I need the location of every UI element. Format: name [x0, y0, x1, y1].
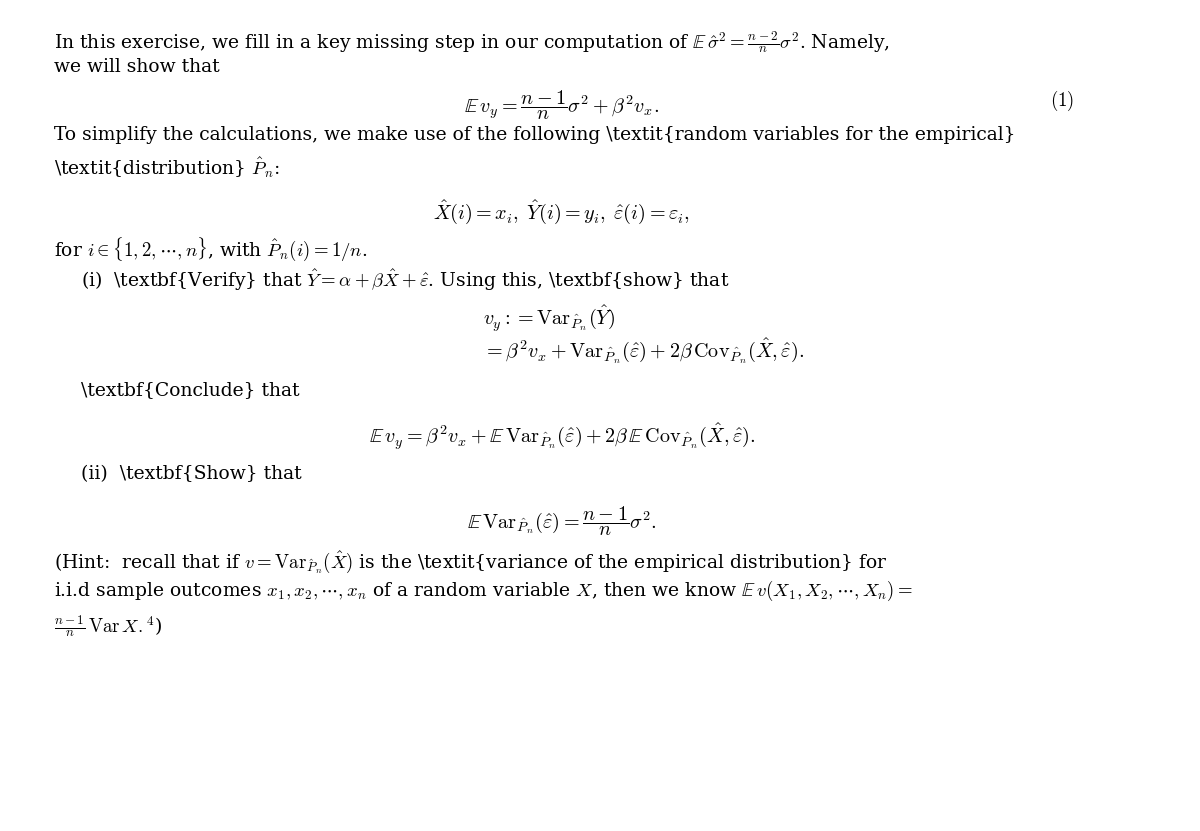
Text: $= \beta^2 v_x + \mathrm{Var}_{\hat{P}_n}(\hat{\varepsilon}) + 2\beta\,\mathrm{C: $= \beta^2 v_x + \mathrm{Var}_{\hat{P}_n… [484, 337, 804, 366]
Text: for $i \in \{1, 2, \cdots, n\}$, with $\hat{P}_n(i) = 1/n$.: for $i \in \{1, 2, \cdots, n\}$, with $\… [54, 235, 367, 263]
Text: i.i.d sample outcomes $x_1, x_2, \cdots, x_n$ of a random variable $X$, then we : i.i.d sample outcomes $x_1, x_2, \cdots,… [54, 579, 913, 603]
Text: $\mathbb{E}\, v_y = \dfrac{n-1}{n}\sigma^2 + \beta^2 v_x.$: $\mathbb{E}\, v_y = \dfrac{n-1}{n}\sigma… [464, 89, 660, 122]
Text: we will show that: we will show that [54, 58, 220, 76]
Text: \textit{distribution} $\hat{P}_n$:: \textit{distribution} $\hat{P}_n$: [54, 155, 280, 180]
Text: \textbf{Conclude} that: \textbf{Conclude} that [80, 381, 300, 399]
Text: (Hint:  recall that if $v = \mathrm{Var}_{\hat{P}_n}(\hat{X})$ is the \textit{va: (Hint: recall that if $v = \mathrm{Var}_… [54, 550, 888, 577]
Text: To simplify the calculations, we make use of the following \textit{random variab: To simplify the calculations, we make us… [54, 126, 1015, 145]
Text: $\hat{X}(i) = x_i, \; \hat{Y}(i) = y_i, \; \hat{\varepsilon}(i) = \varepsilon_i,: $\hat{X}(i) = x_i, \; \hat{Y}(i) = y_i, … [433, 198, 690, 225]
Text: $\mathbb{E}\, v_y = \beta^2 v_x + \mathbb{E}\,\mathrm{Var}_{\hat{P}_n}(\hat{\var: $\mathbb{E}\, v_y = \beta^2 v_x + \mathb… [368, 421, 755, 451]
Text: $(1)$: $(1)$ [1050, 89, 1074, 113]
Text: $v_y := \mathrm{Var}_{\hat{P}_n}(\hat{Y})$: $v_y := \mathrm{Var}_{\hat{P}_n}(\hat{Y}… [484, 304, 616, 334]
Text: (i)  \textbf{Verify} that $\hat{Y} = \alpha + \beta\hat{X} + \hat{\varepsilon}$.: (i) \textbf{Verify} that $\hat{Y} = \alp… [80, 268, 730, 293]
Text: (ii)  \textbf{Show} that: (ii) \textbf{Show} that [80, 465, 301, 484]
Text: $\frac{n-1}{n}\,\mathrm{Var}\, X.^4$): $\frac{n-1}{n}\,\mathrm{Var}\, X.^4$) [54, 613, 162, 638]
Text: In this exercise, we fill in a key missing step in our computation of $\mathbb{E: In this exercise, we fill in a key missi… [54, 29, 890, 55]
Text: $\mathbb{E}\,\mathrm{Var}_{\hat{P}_n}(\hat{\varepsilon}) = \dfrac{n-1}{n}\sigma^: $\mathbb{E}\,\mathrm{Var}_{\hat{P}_n}(\h… [467, 504, 656, 538]
